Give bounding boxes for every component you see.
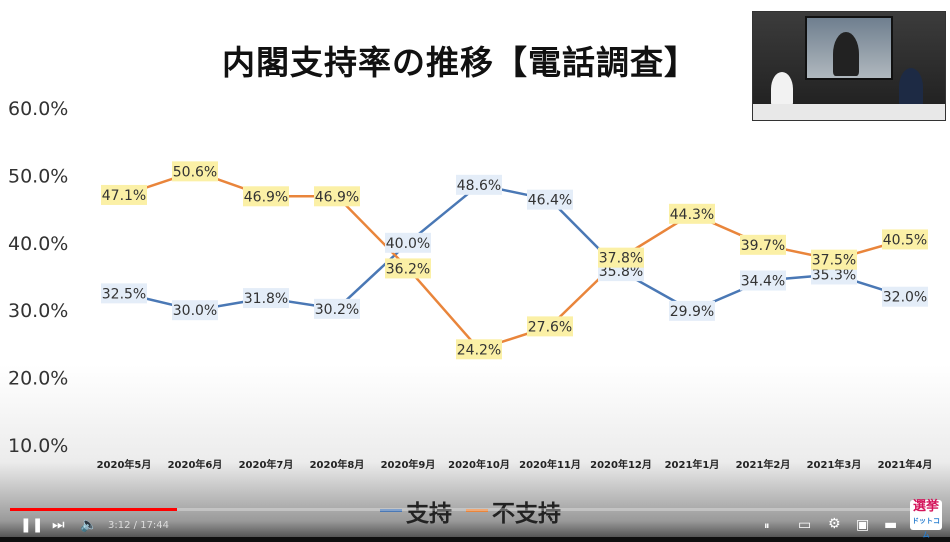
autoplay-toggle-icon[interactable]: ⏸ [764, 519, 770, 532]
x-tick-label: 2020年8月 [310, 458, 365, 471]
x-tick-label: 2021年3月 [807, 458, 862, 471]
data-label: 27.6% [528, 319, 572, 335]
y-tick-label: 50.0% [8, 165, 68, 187]
theater-mode-icon[interactable]: ▬ [884, 517, 898, 533]
data-label-bg [456, 339, 502, 360]
data-label-bg [101, 283, 147, 304]
time-current: 3:12 [108, 520, 131, 531]
studio-desk [753, 104, 945, 120]
x-tick-label: 2021年2月 [736, 458, 791, 471]
data-label-bg [314, 298, 360, 319]
logo-subtext: ドットコム [912, 517, 940, 539]
legend-item-nonsupport: 不支持 [466, 494, 561, 528]
x-tick-label: 2021年1月 [665, 458, 720, 471]
data-label: 30.0% [173, 303, 217, 319]
series-line-1 [123, 170, 906, 351]
data-label: 46.9% [244, 189, 288, 205]
data-label: 48.6% [457, 178, 501, 194]
line-chart: 10.0% 20.0% 30.0% 40.0% 50.0% 60.0% 2020年5月 202… [8, 98, 933, 471]
y-tick-label: 60.0% [8, 98, 68, 120]
x-tick-label: 2020年10月 [448, 458, 510, 471]
data-label: 34.4% [741, 274, 785, 290]
data-label-bg [811, 249, 857, 270]
data-label: 35.8% [599, 264, 643, 280]
data-label-bg [740, 270, 786, 291]
data-label-bg [243, 288, 289, 309]
data-label-bg [527, 316, 573, 337]
data-label-bg [101, 184, 147, 205]
data-label: 40.0% [386, 236, 430, 252]
data-label: 50.6% [173, 164, 217, 180]
series-line-0 [123, 183, 906, 313]
data-label: 44.3% [670, 207, 714, 223]
legend-item-support: 支持 [380, 494, 452, 528]
data-label: 37.8% [599, 251, 643, 267]
presenter-left [771, 72, 793, 106]
legend-swatch-nonsupport [466, 509, 489, 512]
legend-label-nonsupport: 不支持 [492, 500, 562, 527]
data-label-bg [172, 300, 218, 321]
data-label: 39.7% [741, 238, 785, 254]
data-label: 40.5% [883, 232, 927, 248]
miniplayer-icon[interactable]: ▣ [856, 517, 870, 533]
progress-bar[interactable] [10, 508, 940, 511]
data-label: 32.0% [883, 290, 927, 306]
time-display: 3:12 / 17:44 [108, 520, 170, 531]
data-label: 47.1% [102, 188, 146, 204]
progress-fill [10, 508, 178, 511]
data-label-bg [385, 232, 431, 253]
data-label: 32.5% [102, 286, 146, 302]
data-label-bg [385, 258, 431, 279]
data-label: 35.3% [812, 267, 856, 283]
x-tick-label: 2021年4月 [878, 458, 933, 471]
webcam-overlay [752, 11, 946, 121]
x-tick-label: 2020年5月 [97, 458, 152, 471]
data-label-bg [740, 234, 786, 255]
data-label-bg [172, 161, 218, 182]
time-total: 17:44 [140, 520, 170, 531]
logo-text: 選挙 [912, 499, 939, 514]
presenter-center [833, 32, 859, 76]
data-label-bg [598, 247, 644, 268]
settings-gear-icon[interactable]: ⚙ [828, 516, 841, 532]
legend-label-support: 支持 [406, 500, 452, 527]
data-label-bg [314, 186, 360, 207]
data-label-bg [456, 174, 502, 195]
data-label: 31.8% [244, 291, 288, 307]
data-label: 24.2% [457, 342, 501, 358]
x-tick-label: 2020年11月 [519, 458, 581, 471]
y-tick-label: 30.0% [8, 300, 68, 322]
data-label-bg [669, 300, 715, 321]
y-tick-label: 20.0% [8, 368, 68, 390]
x-tick-label: 2020年7月 [239, 458, 294, 471]
data-label: 37.5% [812, 253, 856, 269]
data-label: 30.2% [315, 302, 359, 318]
data-label: 46.9% [315, 189, 359, 205]
data-label-bg [882, 229, 928, 250]
player-controls: ❚❚ ⏭ 🔈 3:12 / 17:44 ⏸ ▭ ⚙ ▣ ▬ [0, 505, 950, 537]
x-tick-label: 2020年6月 [168, 458, 223, 471]
legend-swatch-support [380, 509, 402, 512]
subtitles-icon[interactable]: ▭ [798, 517, 812, 533]
data-label-bg [527, 189, 573, 210]
data-label-bg [882, 286, 928, 307]
x-tick-label: 2020年9月 [381, 458, 436, 471]
presenter-right [899, 68, 923, 106]
channel-logo[interactable]: 選挙 ドットコム [910, 499, 942, 539]
x-tick-label: 2020年12月 [590, 458, 652, 471]
y-tick-label: 40.0% [8, 233, 68, 255]
data-label-bg [243, 186, 289, 207]
data-label: 36.2% [386, 261, 430, 277]
chart-legend: 支持 不支持 [380, 492, 567, 528]
chart-title: 内閣支持率の推移【電話調査】 [222, 43, 698, 82]
volume-icon[interactable]: 🔈 [80, 517, 98, 533]
next-icon[interactable]: ⏭ [52, 517, 65, 533]
y-tick-label: 10.0% [8, 435, 68, 457]
data-label: 29.9% [670, 304, 714, 320]
data-label: 46.4% [528, 193, 572, 209]
pause-icon[interactable]: ❚❚ [20, 517, 44, 533]
data-label-bg [669, 203, 715, 224]
